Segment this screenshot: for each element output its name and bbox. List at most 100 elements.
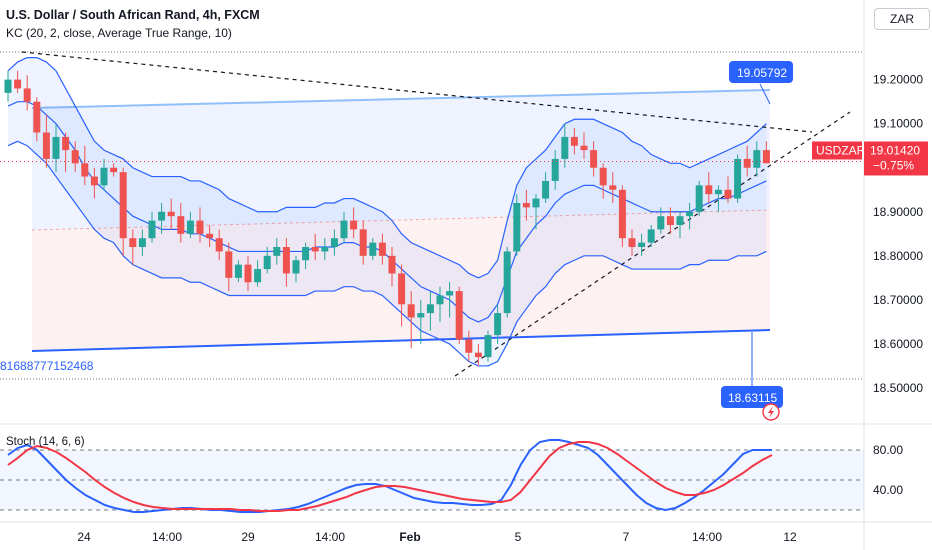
candle-body <box>666 216 674 225</box>
support-line <box>31 329 771 352</box>
candle-body <box>330 238 338 248</box>
candle-body <box>148 220 156 239</box>
candle-body <box>638 242 646 248</box>
candle-body <box>503 251 511 314</box>
candle-body <box>542 180 550 199</box>
candle-body <box>705 185 713 195</box>
candle-body <box>4 79 12 93</box>
candle-body <box>282 247 290 274</box>
candle-body <box>417 313 425 318</box>
candle-body <box>647 229 655 243</box>
stoch-tick-label: 40.00 <box>873 483 903 497</box>
candle-body <box>196 220 204 234</box>
candle-body <box>561 136 569 159</box>
candle-body <box>90 176 98 186</box>
candle-body <box>580 145 588 151</box>
candle-body <box>551 158 559 181</box>
candle-body <box>81 163 89 177</box>
candle-body <box>628 238 636 248</box>
candle-body <box>369 242 377 256</box>
candle-body <box>474 352 482 358</box>
oscillator-legend: Stoch (14, 6, 6) <box>6 436 85 448</box>
candle-body <box>686 211 694 217</box>
candle-body <box>52 136 60 159</box>
candle-body <box>599 167 607 186</box>
candle-body <box>244 264 252 283</box>
keltner-lower-band <box>7 140 767 367</box>
candle-body <box>743 158 751 168</box>
indicator-legend: KC (20, 2, close, Average True Range, 10… <box>6 26 232 40</box>
candle-body <box>42 132 50 159</box>
candle-body <box>254 269 262 283</box>
price-tick-label: 18.50000 <box>873 381 923 395</box>
price-tick-label: 19.20000 <box>873 73 923 87</box>
stoch-k-line <box>7 439 772 513</box>
candle-body <box>167 211 175 217</box>
candle-body <box>311 247 319 252</box>
time-tick-label: 14:00 <box>152 530 182 544</box>
callout-top-box <box>729 61 793 83</box>
candle-body <box>138 238 146 248</box>
candle-body <box>724 189 732 199</box>
candle-body <box>206 233 214 239</box>
candle-body <box>484 335 492 358</box>
symbol-tag <box>812 141 862 160</box>
candle-body <box>734 158 742 199</box>
candle-body <box>186 220 194 234</box>
candle-body <box>513 202 521 252</box>
time-tick-label: 29 <box>241 530 255 544</box>
candle-body <box>273 247 281 256</box>
callout-top-leader <box>759 83 771 105</box>
candle-body <box>407 304 415 318</box>
candle-body <box>110 167 118 173</box>
candle-body <box>570 136 578 146</box>
candle-body <box>359 229 367 256</box>
candle-body <box>465 339 473 353</box>
candle-body <box>23 88 31 102</box>
candle-body <box>71 150 79 164</box>
candle-body <box>494 313 502 336</box>
time-tick-label: 14:00 <box>692 530 722 544</box>
price-tick-label: 19.10000 <box>873 117 923 131</box>
lightning-icon <box>768 406 774 418</box>
stoch-d-line <box>7 441 773 512</box>
left-cut-value: 81688777152468 <box>0 359 94 373</box>
callout-bottom-box <box>721 386 783 408</box>
candle-body <box>321 247 329 252</box>
time-tick-label: 14:00 <box>315 530 345 544</box>
candle-body <box>618 189 626 239</box>
price-tick-label: 18.60000 <box>873 337 923 351</box>
candle-body <box>302 247 310 261</box>
keltner-upper-band <box>7 57 767 279</box>
range-box-top-edge <box>31 89 771 109</box>
candle-body <box>292 260 300 274</box>
candle-body <box>753 150 761 168</box>
last-price-tag <box>864 141 928 176</box>
currency-button[interactable]: ZAR <box>874 8 930 30</box>
candle-body <box>388 255 396 274</box>
keltner-fill <box>8 57 767 366</box>
candle-body <box>378 242 386 256</box>
candle-body <box>522 202 530 208</box>
time-tick-label: 5 <box>515 530 522 544</box>
candle-body <box>234 264 242 278</box>
ascending-trendline <box>454 111 851 377</box>
candle-body <box>426 304 434 314</box>
candle-body <box>62 136 70 151</box>
candle-body <box>532 198 540 208</box>
change-label: −0.75% <box>873 158 914 172</box>
candle-body <box>340 220 348 239</box>
candle-body <box>455 291 463 340</box>
candle-body <box>177 216 185 234</box>
callout-bottom-label: 18.63115 <box>728 391 777 405</box>
candle-body <box>350 220 358 230</box>
time-tick-label: 24 <box>77 530 91 544</box>
candle-body <box>609 185 617 190</box>
candle-body <box>100 167 108 186</box>
price-tick-label: 18.70000 <box>873 293 923 307</box>
candle-body <box>158 211 166 221</box>
candle-body <box>33 101 41 133</box>
candle-body <box>398 273 406 305</box>
candle-body <box>762 150 770 164</box>
